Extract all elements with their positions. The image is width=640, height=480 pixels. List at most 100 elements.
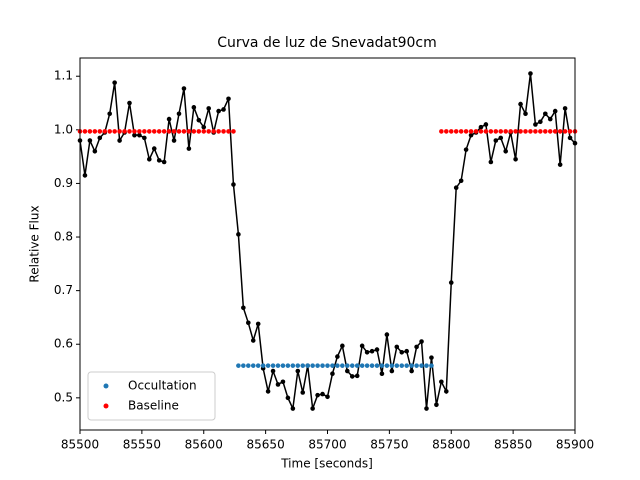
data-point	[196, 129, 202, 134]
data-point	[216, 108, 221, 114]
data-point	[142, 135, 147, 141]
data-point	[409, 363, 414, 368]
data-point	[151, 129, 157, 134]
data-point	[394, 363, 400, 368]
x-tick-label: 85900	[556, 438, 594, 452]
data-point	[488, 129, 494, 134]
data-point	[241, 363, 246, 368]
data-point	[552, 129, 558, 134]
data-point	[424, 406, 429, 411]
data-point	[265, 363, 271, 368]
data-point	[201, 124, 207, 130]
data-point	[473, 129, 479, 134]
data-point	[429, 355, 434, 360]
data-point	[236, 232, 241, 237]
data-point	[419, 339, 424, 344]
data-point	[161, 159, 167, 165]
data-point	[478, 124, 484, 130]
y-axis-label: Relative Flux	[28, 205, 42, 282]
data-point	[409, 368, 414, 374]
plot-frame	[79, 57, 576, 431]
data-point	[191, 105, 197, 110]
data-point	[369, 363, 375, 368]
data-point	[468, 129, 474, 134]
data-point	[221, 107, 226, 112]
data-point	[275, 382, 281, 387]
data-point	[513, 157, 518, 162]
data-point	[305, 363, 311, 368]
data-point	[122, 129, 127, 134]
data-point	[533, 129, 538, 134]
data-point	[374, 347, 380, 352]
data-point	[533, 122, 538, 127]
data-point	[176, 111, 182, 117]
data-point	[498, 135, 504, 141]
data-point	[374, 363, 380, 368]
data-point	[538, 129, 543, 134]
data-point	[107, 129, 112, 134]
data-point	[404, 348, 410, 354]
data-point	[508, 129, 513, 134]
data-point	[478, 129, 484, 134]
data-point	[295, 368, 301, 374]
data-point	[151, 146, 157, 151]
legend-marker	[103, 383, 109, 389]
x-tick-label: 85650	[247, 438, 285, 452]
data-point	[300, 363, 306, 368]
data-point	[127, 129, 132, 134]
legend-box	[87, 371, 216, 421]
data-point	[117, 138, 122, 143]
x-tick-label: 85550	[123, 438, 161, 452]
x-tick-label: 85850	[494, 438, 532, 452]
data-point	[147, 157, 152, 162]
data-point	[335, 363, 340, 368]
data-point	[206, 129, 211, 134]
data-point	[226, 129, 231, 134]
data-point	[221, 129, 226, 134]
data-point	[448, 280, 454, 285]
data-point	[231, 129, 236, 134]
data-point	[137, 129, 142, 134]
data-point	[340, 343, 345, 349]
data-point	[191, 129, 197, 134]
data-point	[137, 132, 142, 138]
data-point	[354, 363, 360, 368]
data-point	[562, 106, 568, 111]
data-point	[349, 363, 355, 368]
data-point	[523, 129, 528, 134]
x-tick-label: 85600	[185, 438, 223, 452]
legend-marker	[103, 403, 109, 409]
data-point	[493, 129, 499, 134]
data-point	[280, 379, 286, 385]
data-point	[399, 363, 405, 368]
y-tick-label: 0.5	[54, 390, 73, 404]
data-point	[275, 363, 281, 368]
data-point	[270, 368, 276, 374]
data-point	[246, 363, 251, 368]
data-point	[310, 363, 315, 368]
data-point	[567, 135, 573, 141]
series-line	[79, 73, 576, 412]
data-point	[255, 321, 261, 327]
data-point	[226, 96, 231, 102]
data-point	[458, 129, 464, 134]
data-point	[166, 116, 172, 122]
data-point	[444, 389, 449, 394]
data-point	[503, 129, 509, 134]
data-point	[241, 305, 246, 311]
data-point	[117, 129, 122, 134]
legend-label: Occultation	[128, 379, 197, 393]
data-point	[97, 135, 103, 141]
data-point	[330, 371, 335, 377]
data-point	[92, 129, 98, 134]
data-point	[359, 363, 365, 368]
y-tick-label: 0.8	[54, 230, 73, 244]
data-point	[547, 129, 553, 134]
data-point	[290, 363, 296, 368]
data-point	[354, 373, 360, 379]
data-point	[171, 129, 177, 134]
data-point	[453, 129, 459, 134]
data-point	[364, 349, 370, 355]
y-tick-label: 0.6	[54, 337, 73, 351]
data-point	[265, 389, 271, 394]
